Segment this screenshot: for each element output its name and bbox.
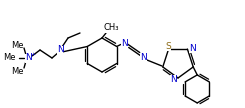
Text: N: N [25,53,31,63]
Text: Me: Me [11,40,23,49]
Text: CH₃: CH₃ [103,24,119,33]
Text: Me: Me [11,67,23,75]
Text: N: N [140,53,147,62]
Text: N: N [57,45,63,55]
Text: N: N [121,39,128,48]
Text: N: N [189,44,196,53]
Text: N: N [170,75,176,83]
Text: S: S [166,42,171,51]
Text: +: + [30,52,35,56]
Text: Me: Me [3,53,15,63]
